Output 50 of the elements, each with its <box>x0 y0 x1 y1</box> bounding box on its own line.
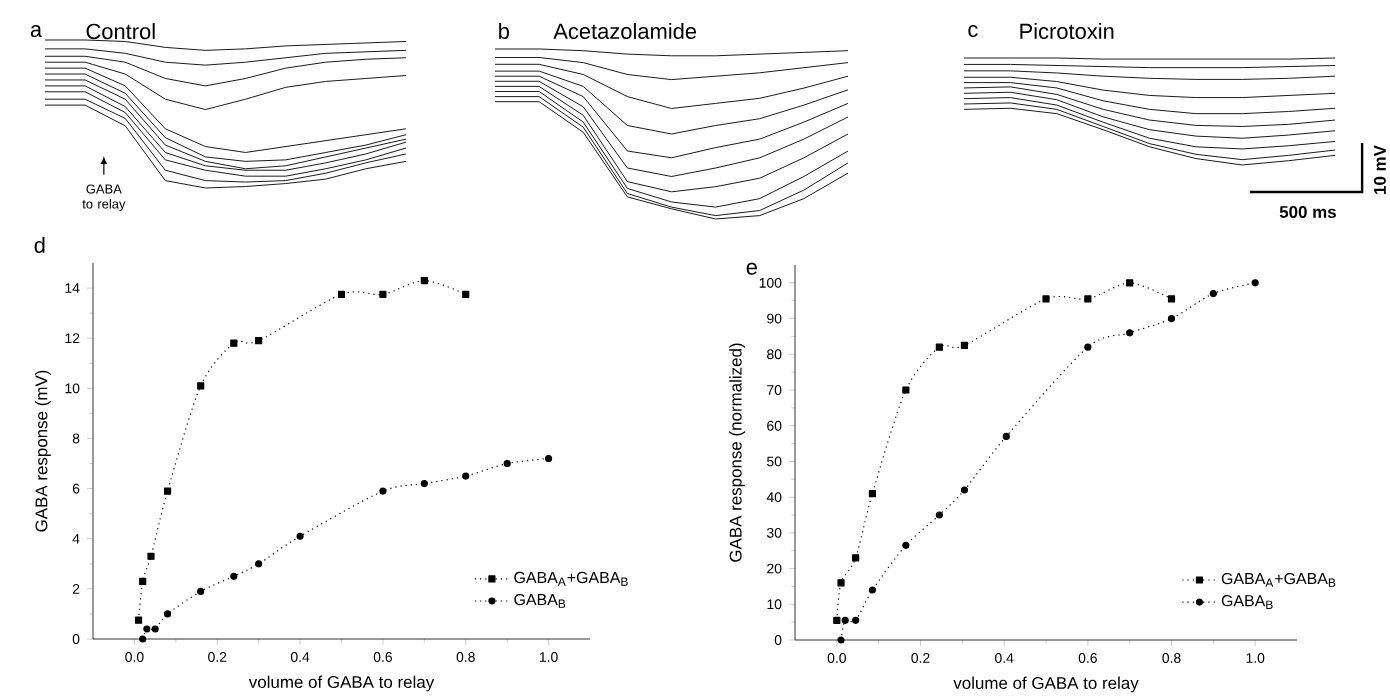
x-tick-label: 0.0 <box>125 652 144 662</box>
y-tick-label: 14 <box>65 283 80 293</box>
y-tick-label: 40 <box>766 492 782 503</box>
x-tick-label: 0.4 <box>290 652 310 662</box>
y-tick-label: 100 <box>759 277 782 288</box>
y-tick-label: 50 <box>767 456 782 467</box>
legend-label: GABA$_{A}$+GABA$_{B}$ <box>514 571 628 586</box>
text: e <box>746 262 757 275</box>
x-tick-label: 0.8 <box>1162 653 1181 663</box>
y-tick-label: 8 <box>72 433 80 444</box>
y-tick-label: 0 <box>774 635 782 645</box>
y-tick-label: 90 <box>767 313 782 324</box>
legend-label: GABA$_{B}$ <box>1221 595 1273 609</box>
annotation: GABA to relay <box>82 184 126 212</box>
y-tick-label: 6 <box>72 483 80 494</box>
x-tick-label: 0.0 <box>827 653 846 663</box>
x-tick-label: 0.2 <box>208 652 227 662</box>
chart-title: Picrotoxin <box>1020 22 1114 40</box>
y-tick-label: 60 <box>767 420 782 431</box>
text: 10 mV <box>1373 145 1386 194</box>
x-tick-label: 0.2 <box>911 653 930 663</box>
x-tick-label: 0.8 <box>456 652 475 662</box>
y-tick-label: 10 <box>767 599 782 610</box>
y-tick-label: 12 <box>65 333 80 344</box>
y-tick-label: 4 <box>72 533 80 544</box>
y-tick-label: 30 <box>766 527 782 538</box>
text: b <box>499 22 509 40</box>
y-axis-title: GABA response (mV) <box>34 370 51 532</box>
chart-title: Acetazolamide <box>553 22 697 40</box>
text: a <box>30 25 43 38</box>
x-tick-label: 1.0 <box>539 652 558 662</box>
y-tick-label: 80 <box>767 349 782 360</box>
text: c <box>968 25 978 38</box>
x-tick-label: 0.4 <box>995 653 1014 663</box>
y-tick-label: 10 <box>65 383 80 394</box>
y-tick-label: 20 <box>767 563 782 574</box>
x-axis-title: volume of GABA to relay <box>248 675 435 692</box>
text: d <box>34 236 45 253</box>
y-tick-label: 0 <box>72 634 80 644</box>
x-tick-label: 0.6 <box>1078 653 1097 663</box>
x-axis-title: volume of GABA to relay <box>953 676 1139 693</box>
y-tick-label: 2 <box>72 584 80 594</box>
y-tick-label: 70 <box>767 385 782 395</box>
x-tick-label: 1.0 <box>1246 653 1265 663</box>
legend-label: GABA$_{B}$ <box>514 593 566 608</box>
y-axis-title: GABA response (normalized) <box>729 343 745 562</box>
chart-title: Control <box>86 23 155 40</box>
text: 500 ms <box>1279 205 1336 218</box>
legend-label: GABA$_{A}$+GABA$_{B}$ <box>1221 572 1336 587</box>
x-tick-label: 0.6 <box>373 652 392 662</box>
